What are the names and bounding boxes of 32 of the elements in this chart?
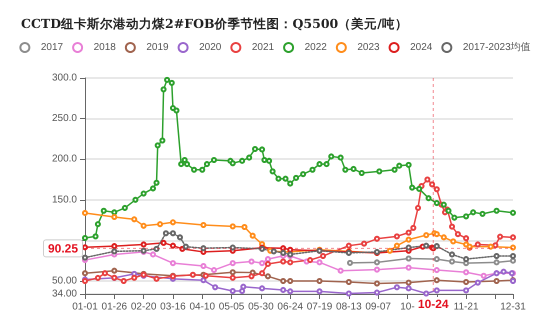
legend-label: 2017-2023均值 — [462, 41, 531, 53]
x-tick-label: 03-16 — [160, 302, 186, 312]
y-tick-label: 34.00 — [52, 288, 78, 300]
y-tick-label: 50.00 — [52, 276, 78, 287]
x-tick-label: 11-21 — [454, 302, 479, 312]
x-tick-label: 08-13 — [336, 302, 362, 312]
x-tick-label: 06-24 — [277, 302, 304, 312]
legend-label: 2018 — [94, 42, 116, 53]
ref-line-label: 10-24 — [418, 297, 449, 311]
y-tick-label: 300.0 — [52, 72, 78, 84]
ref-line-label: 90.25 — [48, 241, 78, 256]
x-tick-label: 01-01 — [72, 302, 98, 312]
x-tick-label: 02-20 — [130, 302, 157, 312]
y-tick-label: 200.0 — [52, 154, 78, 165]
x-tick-label: 12-31 — [500, 302, 526, 312]
x-tick-label: 05-30 — [248, 302, 274, 312]
x-tick-label: 07-19 — [306, 302, 333, 312]
chart-title: CCTD纽卡斯尔港动力煤2#FOB价季节性图：Q5500（美元/吨） — [21, 16, 408, 31]
legend-label: 2024 — [410, 42, 433, 53]
y-tick-label: 250.0 — [52, 113, 78, 124]
legend-label: 2023 — [357, 42, 380, 53]
y-tick-label: 150.0 — [52, 194, 78, 206]
legend-label: 2020 — [199, 42, 222, 53]
legend-label: 2021 — [252, 42, 275, 53]
x-tick-label: 04-10 — [189, 302, 216, 312]
x-tick-label: 01-26 — [102, 302, 128, 312]
legend-label: 2017 — [40, 42, 64, 53]
x-tick-label: 05-05 — [218, 302, 245, 312]
legend-label: 2019 — [146, 42, 170, 53]
legend-label: 2022 — [304, 42, 328, 53]
x-tick-label: 10- — [400, 302, 415, 312]
x-tick-label: 09-07 — [365, 302, 392, 312]
